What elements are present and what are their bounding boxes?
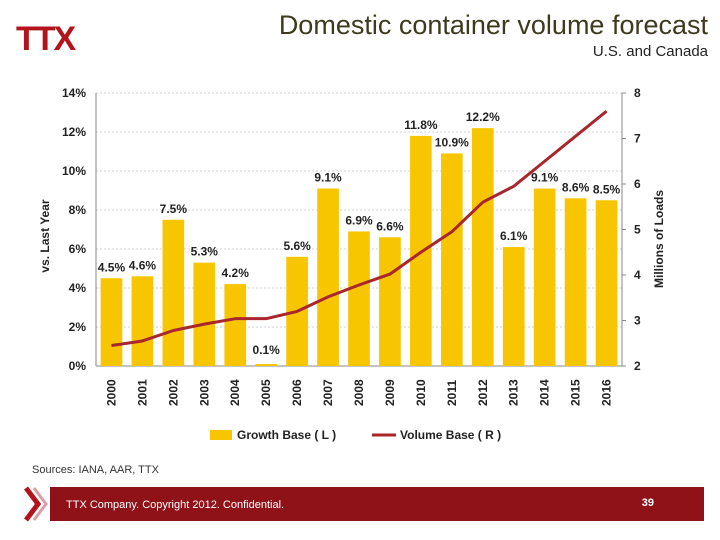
bar [255,364,278,366]
page-number: 39 [641,497,654,509]
bar [440,153,463,366]
x-tick-label: 2001 [135,379,149,406]
x-tick-label: 2011 [445,380,459,406]
x-tick-label: 2010 [414,379,428,406]
y-right-axis-title: Millions of Loads [652,190,666,288]
data-label: 0.1% [252,343,280,357]
y-right-tick-label: 8 [634,86,641,100]
y-left-tick-label: 14% [62,86,86,100]
bar [224,284,247,366]
y-right-tick-label: 2 [634,359,641,373]
data-label: 6.9% [345,213,373,227]
data-label: 4.6% [129,258,157,272]
bar [564,198,587,366]
x-tick-label: 2014 [538,379,552,406]
y-right-tick-label: 6 [634,177,641,191]
x-tick-label: 2015 [569,379,583,406]
y-left-tick-label: 8% [69,203,87,217]
y-right-tick-label: 4 [634,268,641,282]
data-label: 6.6% [376,219,404,233]
data-label: 4.5% [98,260,126,274]
footer-bar: TTX Company. Copyright 2012. Confidentia… [50,487,704,521]
bar [379,237,401,366]
bar [595,200,618,366]
bar [193,262,216,366]
legend-label-line: Volume Base ( R ) [400,428,501,442]
x-tick-label: 2005 [259,379,273,406]
y-left-tick-label: 6% [69,242,87,256]
bar [100,278,123,366]
data-label: 5.3% [191,245,219,259]
x-tick-label: 2000 [104,379,118,406]
bar [131,276,154,366]
data-label: 5.6% [283,239,311,253]
data-label: 4.2% [222,266,250,280]
legend-label-bar: Growth Base ( L ) [237,428,336,442]
sources-note: Sources: IANA, AAR, TTX [32,464,159,476]
x-tick-label: 2007 [321,379,335,406]
y-right-tick-label: 3 [634,314,641,328]
bar [317,188,339,366]
y-left-tick-label: 0% [69,359,87,373]
x-tick-label: 2016 [600,379,614,406]
data-label: 11.8% [404,118,438,132]
x-tick-label: 2008 [352,379,366,406]
bar [502,247,525,366]
bar [533,188,556,366]
data-label: 10.9% [435,135,469,149]
y-left-tick-label: 4% [69,281,87,295]
bar [348,231,370,366]
chevron-icon [24,486,48,522]
y-right-tick-label: 7 [634,132,641,146]
footer-copyright: TTX Company. Copyright 2012. Confidentia… [66,499,285,511]
logo-text: TTX [16,20,77,56]
data-label: 8.5% [593,182,621,196]
x-tick-label: 2006 [290,379,304,406]
legend-swatch-bar [210,430,232,440]
x-tick-label: 2012 [476,379,490,406]
data-label: 9.1% [314,171,342,185]
page-title: Domestic container volume forecast [278,10,708,40]
data-label: 6.1% [500,229,528,243]
bar [471,128,494,366]
chart: 0% 2% 4% 6% 8% 10% 12% 14% 2 3 4 5 6 7 8 4.5% 4.6% 7.5% 5.… [38,86,666,442]
data-label: 8.6% [562,180,590,194]
y-left-tick-label: 2% [69,320,87,334]
x-tick-label: 2004 [228,379,242,406]
y-left-tick-label: 10% [62,164,86,178]
x-tick-label: 2009 [383,379,397,406]
data-label: 7.5% [160,202,188,216]
x-tick-label: 2002 [166,379,180,406]
ttx-logo: TTX [16,20,79,56]
data-label: 9.1% [531,171,559,185]
x-tick-label: 2013 [507,379,521,406]
x-tick-label: 2003 [197,379,211,406]
y-left-tick-label: 12% [62,125,86,139]
page-subtitle: U.S. and Canada [592,43,708,60]
bar [162,219,185,366]
volume-line [111,110,608,348]
y-right-tick-label: 5 [634,223,641,237]
y-left-axis-title: vs. Last Year [38,199,52,272]
data-label: 12.2% [466,110,500,124]
